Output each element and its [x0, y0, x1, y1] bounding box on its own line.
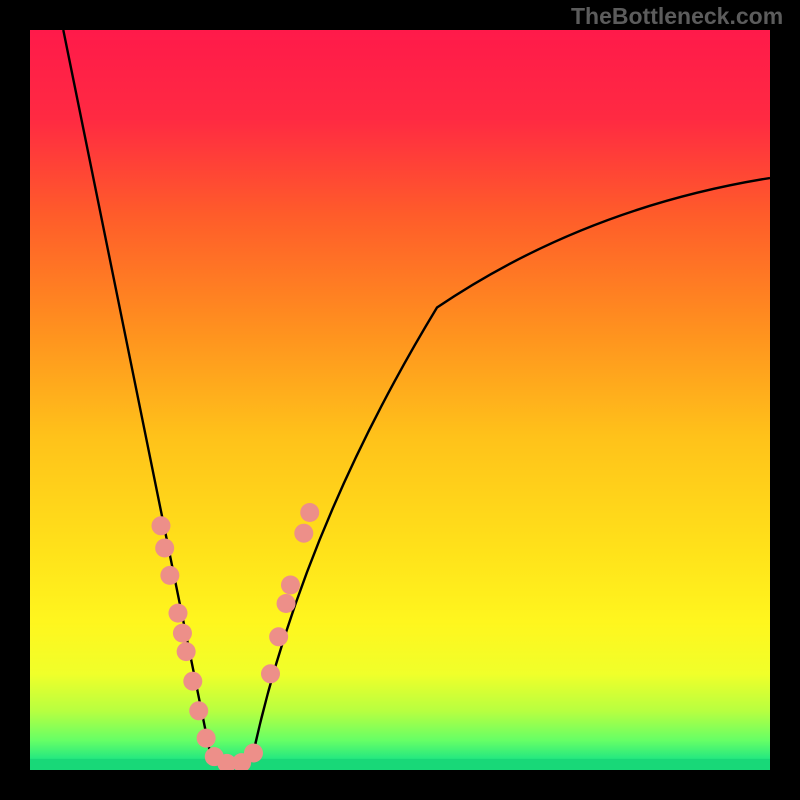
data-point-left: [177, 642, 196, 661]
data-point-right: [261, 664, 280, 683]
data-point-valley: [244, 743, 263, 762]
data-point-left: [183, 672, 202, 691]
gradient-background: [30, 30, 770, 770]
data-point-right: [294, 524, 313, 543]
data-point-left: [155, 539, 174, 558]
data-point-left: [151, 516, 170, 535]
data-point-left: [160, 566, 179, 585]
data-point-right: [281, 576, 300, 595]
data-point-right: [269, 627, 288, 646]
data-point-left: [169, 604, 188, 623]
bottleneck-curve-chart: [0, 0, 800, 800]
data-point-left: [189, 701, 208, 720]
data-point-right: [300, 503, 319, 522]
data-point-right: [277, 594, 296, 613]
data-point-left: [173, 624, 192, 643]
data-point-left: [197, 729, 216, 748]
chart-container: TheBottleneck.com: [0, 0, 800, 800]
optimal-band: [30, 759, 770, 770]
